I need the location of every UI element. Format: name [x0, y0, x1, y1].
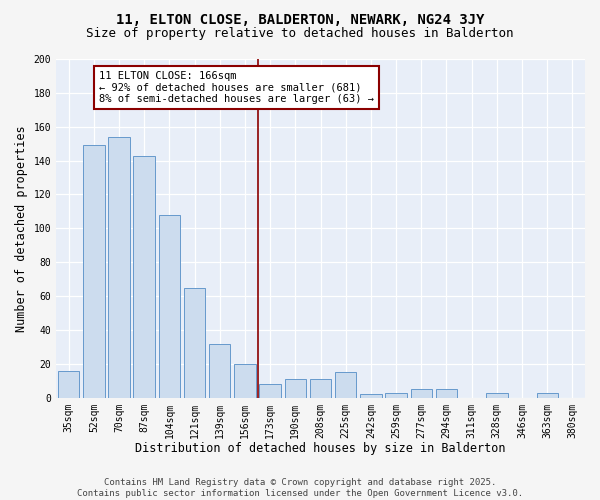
Bar: [310, 379, 331, 398]
Bar: [410, 390, 432, 398]
Bar: [58, 370, 79, 398]
Bar: [133, 156, 155, 398]
Y-axis label: Number of detached properties: Number of detached properties: [15, 125, 28, 332]
Bar: [335, 372, 356, 398]
Bar: [360, 394, 382, 398]
Bar: [83, 146, 104, 398]
Bar: [486, 392, 508, 398]
Bar: [385, 392, 407, 398]
Bar: [284, 379, 306, 398]
Text: 11, ELTON CLOSE, BALDERTON, NEWARK, NG24 3JY: 11, ELTON CLOSE, BALDERTON, NEWARK, NG24…: [116, 12, 484, 26]
X-axis label: Distribution of detached houses by size in Balderton: Distribution of detached houses by size …: [135, 442, 506, 455]
Bar: [234, 364, 256, 398]
Text: 11 ELTON CLOSE: 166sqm
← 92% of detached houses are smaller (681)
8% of semi-det: 11 ELTON CLOSE: 166sqm ← 92% of detached…: [99, 71, 374, 104]
Bar: [109, 137, 130, 398]
Bar: [209, 344, 230, 398]
Bar: [536, 392, 558, 398]
Bar: [184, 288, 205, 398]
Bar: [259, 384, 281, 398]
Text: Contains HM Land Registry data © Crown copyright and database right 2025.
Contai: Contains HM Land Registry data © Crown c…: [77, 478, 523, 498]
Bar: [158, 215, 180, 398]
Text: Size of property relative to detached houses in Balderton: Size of property relative to detached ho…: [86, 28, 514, 40]
Bar: [436, 390, 457, 398]
